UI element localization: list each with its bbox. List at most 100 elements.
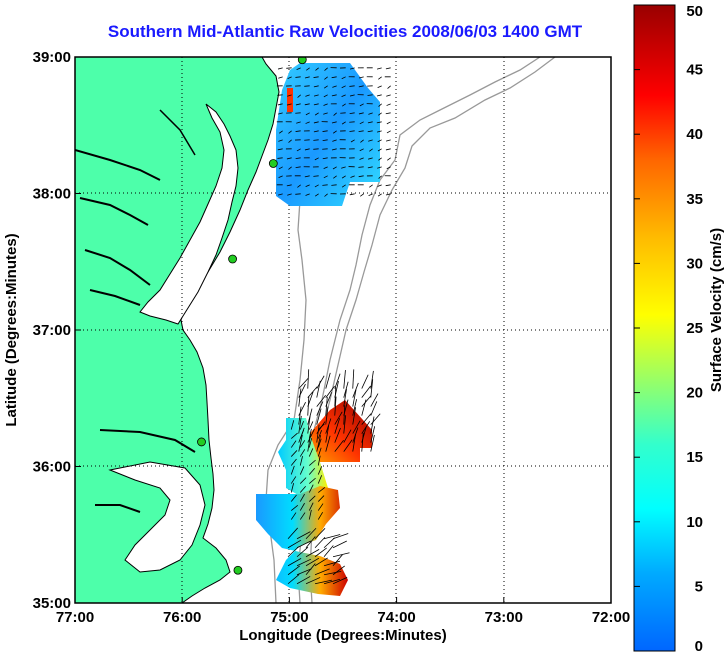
current-vector <box>295 166 301 169</box>
current-vector <box>308 495 316 502</box>
current-vector <box>377 193 382 197</box>
station-marker <box>297 57 307 65</box>
current-vector <box>334 439 344 452</box>
current-vector <box>316 435 321 452</box>
current-vector <box>314 547 327 558</box>
current-vector <box>317 423 325 430</box>
current-vector <box>299 502 305 511</box>
current-vector <box>343 439 353 452</box>
colorbar-tick-label: 30 <box>686 255 703 272</box>
current-vector <box>358 166 364 168</box>
current-vector <box>278 76 283 79</box>
current-vector <box>343 381 349 398</box>
current-vector <box>279 130 283 134</box>
current-vector <box>317 430 323 439</box>
current-vector <box>314 568 330 576</box>
current-vector <box>278 112 283 115</box>
current-vector <box>334 411 343 425</box>
current-vector <box>305 112 310 116</box>
current-vector <box>385 148 391 151</box>
current-vector <box>299 430 304 439</box>
current-vector <box>305 94 310 97</box>
current-vector <box>316 380 321 398</box>
x-tick-label: 73:00 <box>485 609 523 626</box>
current-vector <box>367 130 373 133</box>
current-vector <box>304 175 310 178</box>
current-vector <box>367 166 373 169</box>
current-vector <box>332 85 337 88</box>
current-vector <box>343 389 347 407</box>
current-vector <box>359 121 364 125</box>
current-vector <box>341 76 346 80</box>
current-vector <box>359 103 364 107</box>
colorbar-tick-label: 15 <box>686 449 703 466</box>
y-tick-label: 35:00 <box>33 595 71 612</box>
current-vector <box>343 405 346 425</box>
current-vector <box>323 537 335 549</box>
current-vector <box>308 477 316 484</box>
current-vector <box>299 477 307 484</box>
current-vector <box>323 175 328 179</box>
current-vector <box>368 157 373 160</box>
current-vector <box>314 557 328 567</box>
current-vector <box>316 375 325 389</box>
current-vector <box>361 413 372 425</box>
current-vector <box>325 385 335 398</box>
station-marker <box>268 159 278 168</box>
current-vector <box>290 432 298 439</box>
y-tick-label: 37:00 <box>33 322 71 339</box>
current-vector <box>305 121 310 124</box>
current-vector <box>287 565 300 576</box>
current-vector <box>343 429 352 443</box>
current-vector <box>361 432 364 452</box>
current-vector <box>286 184 292 187</box>
colorbar-tick-label: 50 <box>686 3 703 20</box>
current-vector <box>323 166 328 170</box>
current-vector <box>296 546 309 558</box>
current-vector <box>358 85 364 88</box>
current-vector <box>370 413 381 425</box>
current-vector <box>368 193 373 196</box>
current-vector <box>295 157 301 160</box>
current-vector <box>288 139 292 143</box>
current-vector <box>277 157 283 159</box>
current-vector <box>316 401 324 416</box>
current-vector <box>298 434 303 452</box>
current-vector <box>385 184 391 187</box>
current-vector <box>334 387 337 407</box>
current-vector <box>376 130 382 133</box>
colorbar-label: Surface Velocity (cm/s) <box>708 228 724 392</box>
current-vector <box>377 184 382 187</box>
current-vector <box>290 458 297 466</box>
current-vector <box>370 416 375 434</box>
current-vector <box>305 557 320 567</box>
current-vector <box>314 157 319 161</box>
current-vector <box>305 563 316 576</box>
current-vector <box>295 103 301 106</box>
current-vector <box>322 130 328 132</box>
current-vector <box>332 533 349 540</box>
colorbar-tick-label: 10 <box>686 514 703 531</box>
station-marker <box>197 437 206 447</box>
current-vector <box>304 103 310 106</box>
station-marker <box>233 565 243 575</box>
current-vector <box>325 435 331 452</box>
current-vector <box>277 67 283 70</box>
current-vector <box>296 568 312 576</box>
current-vector <box>313 130 319 133</box>
current-vector <box>307 396 310 416</box>
current-vector <box>358 76 364 79</box>
current-vector <box>378 112 382 116</box>
x-axis: 77:00 76:00 75:00 74:00 73:00 72:00 <box>56 597 630 626</box>
current-vector <box>317 503 324 511</box>
current-vector <box>316 424 320 443</box>
current-vector <box>332 565 345 576</box>
x-tick-label: 72:00 <box>592 609 630 626</box>
current-vector <box>332 139 337 142</box>
current-vector <box>277 103 283 106</box>
current-vector <box>323 103 328 106</box>
current-vector <box>334 396 337 416</box>
current-vector <box>323 545 334 558</box>
